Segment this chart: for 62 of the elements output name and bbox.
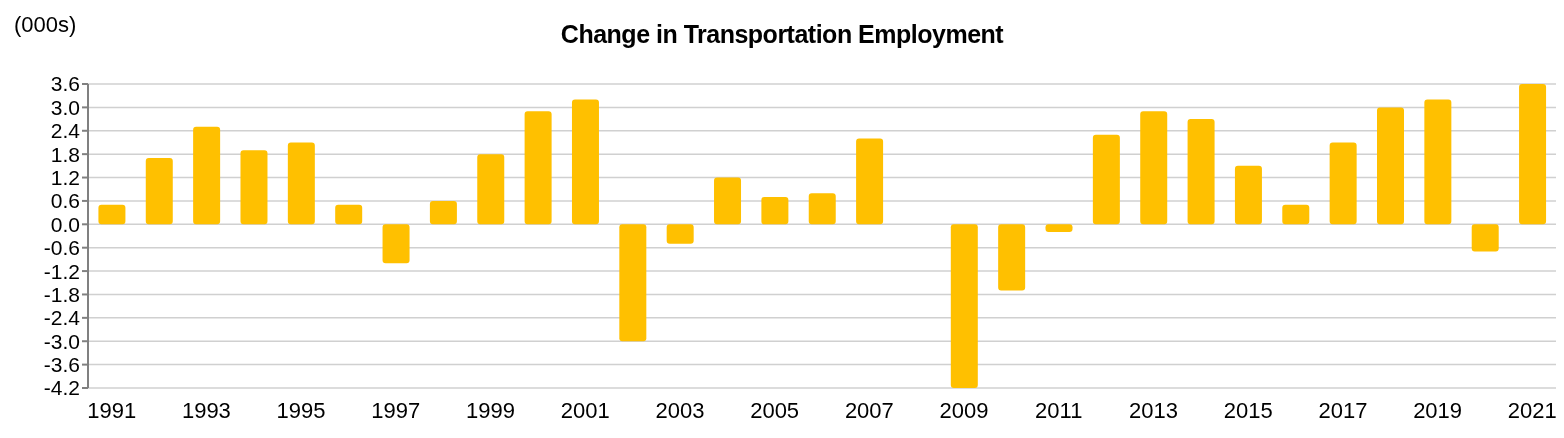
bar xyxy=(1329,142,1357,225)
x-tick-label: 2015 xyxy=(1223,397,1273,423)
bar xyxy=(950,224,978,388)
bar xyxy=(429,200,457,225)
x-tick-label: 2005 xyxy=(750,397,800,423)
bar xyxy=(1187,119,1215,225)
bar xyxy=(1377,107,1404,225)
chart-title: Change in Transportation Employment xyxy=(560,20,1004,48)
x-tick-label: 1995 xyxy=(276,397,326,423)
y-tick-label: -2.4 xyxy=(43,306,81,330)
bar xyxy=(1471,224,1499,252)
x-tick-label: 1993 xyxy=(181,397,231,423)
bar xyxy=(619,224,647,342)
bar xyxy=(571,99,599,225)
bar xyxy=(1140,111,1168,225)
bar xyxy=(287,142,315,225)
y-tick-label: -0.6 xyxy=(43,236,80,260)
bar xyxy=(240,150,268,225)
bar xyxy=(477,154,505,225)
bar xyxy=(761,197,789,225)
bar xyxy=(98,204,126,225)
y-tick-label: 0.0 xyxy=(50,212,80,236)
bar xyxy=(856,138,884,225)
bar xyxy=(1045,224,1073,233)
bar xyxy=(1282,204,1310,225)
bar xyxy=(145,158,173,225)
x-tick-label: 2021 xyxy=(1507,397,1557,423)
y-tick-label: -3.0 xyxy=(43,329,80,353)
x-tick-label: 2013 xyxy=(1129,397,1178,423)
x-tick-label: 2007 xyxy=(844,397,894,423)
y-tick-label: 2.4 xyxy=(50,119,81,143)
bar xyxy=(998,224,1026,291)
bar xyxy=(1519,84,1547,225)
bar xyxy=(1234,165,1262,225)
x-tick-label: 1991 xyxy=(87,397,137,423)
bar xyxy=(524,111,552,225)
y-tick-label: 0.6 xyxy=(50,189,80,213)
y-tick-label: -4.2 xyxy=(43,376,80,400)
bar xyxy=(382,224,410,264)
y-axis-title: (000s) xyxy=(14,12,77,38)
x-tick-label: 2003 xyxy=(655,397,705,423)
x-tick-label: 2009 xyxy=(939,397,989,423)
bar xyxy=(335,204,363,225)
x-tick-label: 2001 xyxy=(560,397,610,423)
bar xyxy=(193,126,221,225)
x-tick-label: 2017 xyxy=(1318,397,1368,423)
y-tick-label: -1.2 xyxy=(43,259,80,283)
y-tick-label: 1.2 xyxy=(50,165,80,189)
x-tick-label: 2011 xyxy=(1035,397,1083,423)
x-tick-label: 2019 xyxy=(1413,397,1463,423)
bar xyxy=(714,177,742,225)
bar xyxy=(1424,99,1452,225)
bar xyxy=(808,193,836,225)
bar xyxy=(666,224,694,244)
y-tick-label: -1.8 xyxy=(43,282,80,306)
y-tick-label: 3.6 xyxy=(50,72,80,96)
bar xyxy=(1092,134,1120,225)
y-tick-label: -3.6 xyxy=(43,353,80,377)
y-tick-label: 3.0 xyxy=(50,95,80,119)
x-tick-label: 1997 xyxy=(371,397,421,423)
x-tick-label: 1999 xyxy=(466,397,515,423)
y-tick-label: 1.8 xyxy=(50,142,80,166)
